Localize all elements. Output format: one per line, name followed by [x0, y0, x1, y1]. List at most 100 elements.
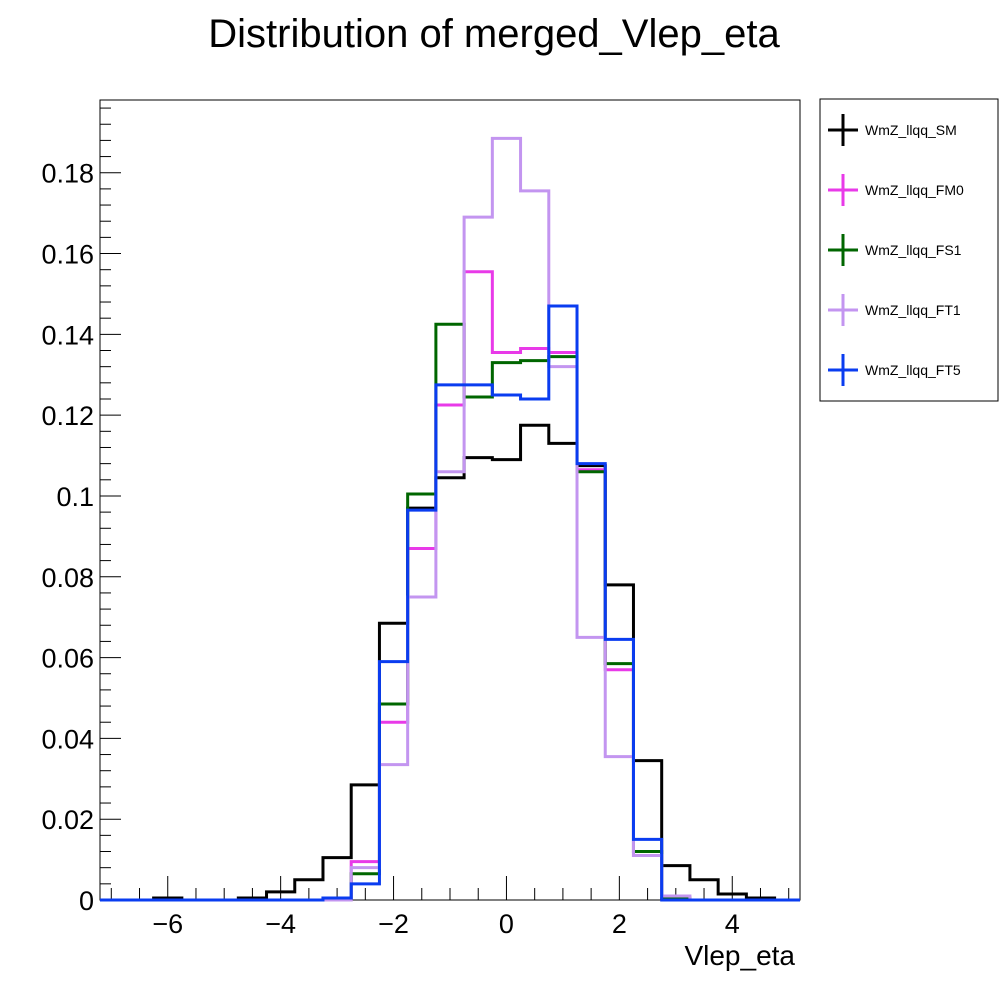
histogram-bin: [323, 896, 351, 900]
histogram-bin: [662, 898, 690, 902]
histogram-bin: [464, 270, 492, 274]
series-line: [100, 270, 800, 902]
y-tick-label: 0: [79, 886, 94, 916]
legend-label: WmZ_llqq_FT5: [865, 362, 961, 378]
series-WmZ_llqq_SM: [100, 423, 800, 902]
axis-ticks: [100, 107, 790, 901]
legend-item: WmZ_llqq_SM: [828, 114, 957, 146]
histogram-bin: [351, 783, 379, 787]
histogram-bin: [464, 395, 492, 399]
histogram-bin: [408, 492, 436, 496]
histogram-bin: [436, 383, 464, 387]
histogram-bin: [295, 898, 323, 902]
histogram-bin: [492, 351, 520, 355]
histogram-bin: [182, 898, 210, 902]
y-tick-label: 0.18: [41, 159, 94, 189]
legend-item: WmZ_llqq_FT1: [828, 294, 961, 326]
histogram-bin: [633, 854, 661, 858]
histogram-bin: [464, 456, 492, 460]
histogram-bin: [351, 882, 379, 886]
histogram-bin: [379, 621, 407, 625]
y-tick-label: 0.12: [41, 401, 94, 431]
histogram-bin: [549, 351, 577, 355]
histogram-bin: [210, 898, 238, 902]
series-line: [100, 304, 800, 902]
legend-item: WmZ_llqq_FT5: [828, 354, 961, 386]
x-tick-label: −2: [378, 909, 409, 939]
x-tick-label: 0: [499, 909, 514, 939]
series-WmZ_llqq_FM0: [100, 270, 800, 902]
histogram-bin: [267, 898, 295, 902]
histogram-bin: [379, 720, 407, 724]
x-tick-label: −4: [265, 909, 296, 939]
histogram-bin: [379, 763, 407, 767]
histogram-bin: [351, 872, 379, 876]
series-line: [100, 423, 800, 902]
histogram-bin: [267, 890, 295, 894]
histogram-bin: [549, 441, 577, 445]
histogram-bin: [351, 860, 379, 864]
y-tick-label: 0.06: [41, 644, 94, 674]
legend-item: WmZ_llqq_FS1: [828, 234, 962, 266]
histogram-bin: [549, 365, 577, 369]
histogram-bin: [492, 458, 520, 462]
plot-frame-border: [99, 99, 801, 901]
histogram-bin: [605, 637, 633, 641]
histogram-bin: [521, 189, 549, 193]
histogram-bin: [464, 215, 492, 219]
y-tick-label: 0.08: [41, 563, 94, 593]
legend-label: WmZ_llqq_FM0: [865, 182, 964, 198]
histogram-bin: [605, 583, 633, 587]
histogram-bin: [521, 359, 549, 363]
histogram-bin: [549, 355, 577, 359]
histogram-bin: [746, 898, 774, 902]
histogram-bin: [521, 423, 549, 427]
histogram-bin: [521, 346, 549, 350]
x-axis-label: Vlep_eta: [684, 940, 795, 971]
histogram-bin: [690, 878, 718, 882]
histogram-bin: [436, 403, 464, 407]
histogram-bin: [154, 898, 182, 902]
histogram-bin: [408, 546, 436, 550]
legend-label: WmZ_llqq_SM: [865, 122, 957, 138]
histogram-bin: [238, 898, 266, 902]
x-tick-label: 2: [612, 909, 627, 939]
histogram-bin: [690, 898, 718, 902]
legend: WmZ_llqq_SM WmZ_llqq_FM0 WmZ_llqq_FS1 WmZ_l…: [819, 98, 999, 402]
histogram-bin: [718, 892, 746, 896]
histogram-bin: [521, 397, 549, 401]
y-tick-label: 0.1: [56, 482, 94, 512]
histogram-bin: [408, 595, 436, 599]
y-tick-label: 0.16: [41, 240, 94, 270]
series-layer: [100, 136, 800, 902]
histogram-bin: [295, 878, 323, 882]
histogram-bin: [549, 304, 577, 308]
histogram-bin: [492, 361, 520, 365]
histogram-bin: [379, 660, 407, 664]
histogram-bin: [577, 635, 605, 639]
x-tick-label: 4: [725, 909, 740, 939]
histogram-bin: [436, 476, 464, 480]
chart-title: Distribution of merged_Vlep_eta: [208, 12, 780, 56]
histogram-bin: [718, 898, 746, 902]
x-tick-label: −6: [152, 909, 183, 939]
y-tick-label: 0.14: [41, 320, 94, 350]
series-line: [100, 136, 800, 902]
histogram-bin: [605, 662, 633, 666]
histogram-bin: [351, 866, 379, 870]
histogram-bin: [662, 864, 690, 868]
histogram-bin: [408, 508, 436, 512]
y-tick-label: 0.02: [41, 805, 94, 835]
tick-labels: 0 0.02 0.04 0.06 0.08 0.1 0.12 0.14 0.16 0.18 −6 −4…: [41, 159, 739, 939]
histogram-bin: [605, 755, 633, 759]
histogram-bin: [577, 470, 605, 474]
histogram-bin: [605, 668, 633, 672]
y-tick-label: 0.04: [41, 724, 94, 754]
legend-label: WmZ_llqq_FS1: [865, 242, 962, 258]
histogram-bin: [436, 322, 464, 326]
legend-item: WmZ_llqq_FM0: [828, 174, 964, 206]
histogram-bin: [662, 894, 690, 898]
histogram-bin: [436, 470, 464, 474]
histogram-bin: [577, 462, 605, 466]
